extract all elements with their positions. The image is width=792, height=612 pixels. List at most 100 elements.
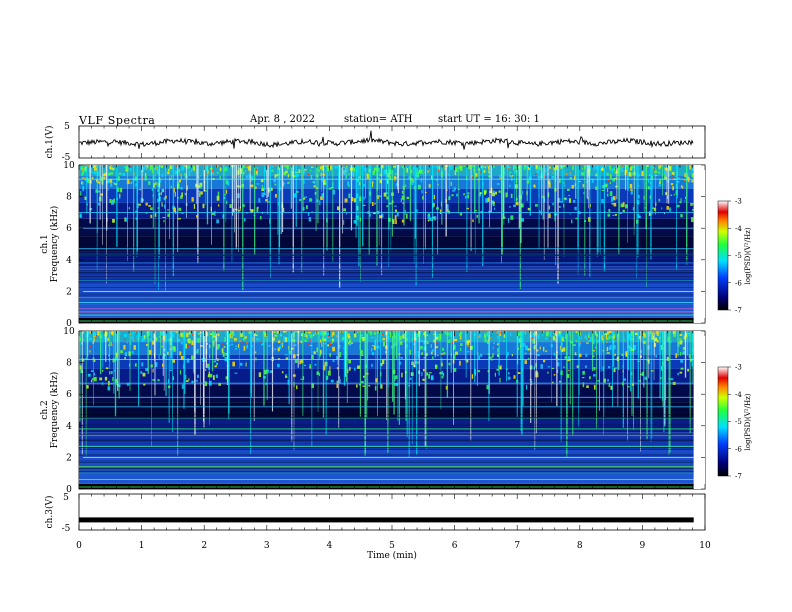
spectrogram-speckle: [213, 331, 216, 333]
spectrogram-speckle: [79, 365, 82, 370]
spectrogram-speckle: [126, 341, 129, 344]
ch3-ytick-bottom: -5: [62, 524, 71, 534]
spectrogram-speckle: [140, 371, 143, 374]
spectrogram-speckle: [588, 335, 590, 338]
spectrogram-speckle: [675, 175, 677, 178]
spectrogram-speckle: [543, 346, 545, 352]
spectrogram-speckle: [448, 362, 451, 366]
spectrogram-speckle: [561, 336, 564, 340]
spectrogram-speckle: [672, 186, 675, 191]
spectrogram-speckle: [692, 209, 695, 211]
spectrogram-speckle: [479, 192, 482, 197]
spectrogram-speckle: [371, 202, 374, 207]
ch1-waveform-ticks: [78, 126, 706, 158]
spectrogram-speckle: [485, 198, 488, 203]
spectrogram-speckle: [143, 335, 146, 340]
spectrogram-speckle: [569, 174, 571, 176]
spectrogram-speckle: [680, 367, 684, 370]
spectrogram-speckle: [299, 198, 302, 201]
spectrogram-speckle: [426, 341, 429, 345]
spectrogram-speckle: [172, 358, 176, 363]
spectrogram-speckle: [303, 169, 306, 174]
spectrogram-speckle: [422, 378, 425, 381]
spectrogram-speckle: [454, 351, 458, 355]
spectrogram-speckle: [554, 331, 558, 336]
spectrogram-speckle: [607, 213, 611, 217]
spectrogram-speckle: [363, 196, 365, 200]
spectrogram-speckle: [106, 179, 110, 184]
spectrogram-speckle: [373, 167, 377, 171]
frequency-tick-label: 6: [66, 390, 72, 400]
spectrogram-speckle: [189, 339, 191, 344]
spectrogram-speckle: [400, 198, 402, 203]
spectrogram-speckle: [218, 382, 221, 386]
spectrogram-speckle: [591, 179, 594, 183]
spectrogram-speckle: [544, 176, 546, 178]
spectrogram-speckle: [330, 187, 334, 189]
spectrogram-speckle: [162, 340, 164, 342]
spectrogram-speckle: [648, 174, 651, 176]
spectrogram-speckle: [549, 166, 551, 169]
spectrogram-speckle: [171, 331, 175, 333]
spectrogram-speckle: [221, 348, 224, 354]
spectrogram-speckle: [541, 173, 544, 178]
spectrogram-speckle: [347, 342, 350, 345]
spectrogram-speckle: [192, 165, 195, 170]
spectrogram-speckle: [406, 213, 408, 219]
spectrogram-speckle: [405, 337, 408, 341]
spectrogram-speckle: [680, 359, 684, 363]
spectrogram-speckle: [272, 347, 274, 352]
ch1-frequency-ticks: 0 2 4 6 8 10: [63, 161, 705, 329]
spectrogram-speckle: [507, 376, 511, 380]
spectrogram-speckle: [496, 331, 500, 334]
spectrogram-speckle: [545, 350, 548, 352]
spectrogram-speckle: [380, 362, 383, 367]
ch2-colorbar-label: log(PSD)(V²/Hz): [744, 393, 752, 450]
spectrogram-speckle: [327, 370, 331, 376]
spectrogram-speckle: [98, 202, 101, 206]
spectrogram-speckle: [435, 336, 439, 340]
spectrogram-speckle: [309, 363, 311, 368]
spectrogram-speckle: [510, 173, 513, 176]
spectrogram-speckle: [486, 165, 488, 168]
ch1-ylabel: ch.1(V): [44, 126, 55, 159]
spectrogram-speckle: [331, 332, 335, 336]
spectrogram-speckle: [130, 333, 132, 335]
ch1-spectrogram-heatmap: [79, 165, 705, 323]
spectrogram-speckle: [446, 208, 449, 212]
spectrogram-speckle: [623, 378, 626, 381]
spectrogram-speckle: [107, 386, 111, 391]
spectrogram-speckle: [300, 359, 304, 364]
spectrogram-speckle: [100, 176, 104, 181]
spectrogram-speckle: [148, 169, 152, 172]
frequency-tick-label: 2: [66, 287, 72, 297]
spectrogram-speckle: [586, 385, 589, 389]
spectrogram-speckle: [671, 172, 675, 176]
spectrogram-speckle: [133, 339, 135, 342]
spectrogram-speckle: [584, 335, 587, 338]
spectrogram-speckle: [394, 215, 397, 220]
spectrogram-speckle: [493, 207, 496, 210]
spectrogram-speckle: [174, 170, 178, 175]
spectrogram-speckle: [248, 331, 252, 335]
spectrogram-speckle: [653, 207, 657, 211]
spectrogram-speckle: [548, 213, 551, 218]
spectrogram-speckle: [568, 332, 570, 336]
spectrogram-speckle: [564, 184, 566, 187]
spectrogram-speckle: [374, 386, 377, 391]
spectrogram-speckle: [319, 354, 321, 357]
spectrogram-speckle: [552, 336, 556, 341]
spectrogram-speckle: [606, 346, 609, 352]
spectrogram-speckle: [180, 195, 183, 199]
spectrogram-speckle: [277, 202, 279, 206]
spectrogram-speckle: [142, 372, 146, 377]
spectrogram-speckle: [466, 340, 470, 346]
spectrogram-speckle: [365, 364, 367, 368]
spectrogram-speckle: [261, 188, 265, 192]
spectrogram-speckle: [595, 186, 598, 190]
spectrogram-speckle: [243, 337, 246, 341]
spectrogram-speckle: [639, 355, 642, 358]
spectrogram-speckle: [524, 331, 527, 335]
spectrogram-speckle: [518, 338, 521, 343]
spectrogram-speckle: [93, 372, 96, 376]
